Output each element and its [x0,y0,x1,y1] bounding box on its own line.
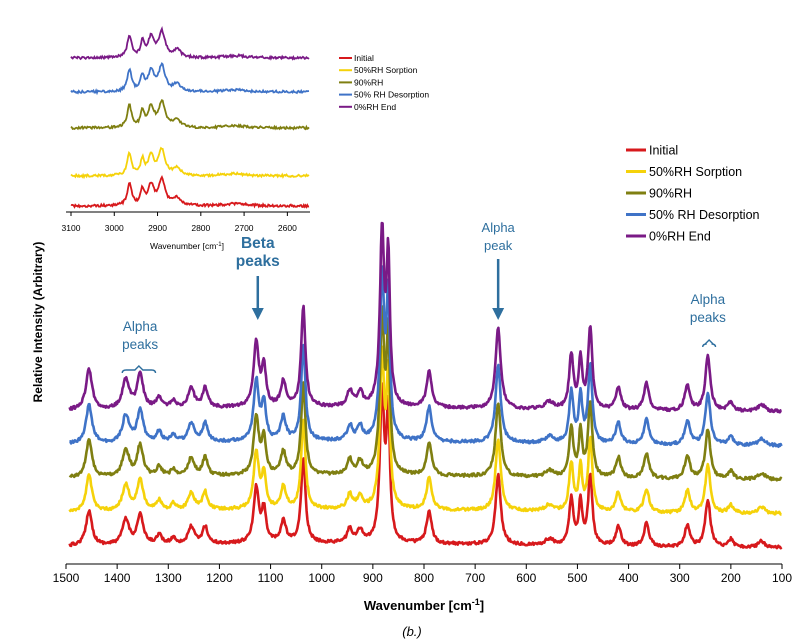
legend-label: Initial [649,144,678,158]
series-line-initial [68,382,783,550]
annotation-arrow-head [492,308,505,320]
main-tick-label: 100 [772,571,792,585]
annotation-label: Alpha [123,319,158,334]
inset-tick-label: 2900 [148,223,167,233]
annotation-arrow-head [251,308,264,320]
annotation-label: peaks [236,253,280,270]
inset-legend: Initial 50%RH Sorption 90%RH 50% RH Desorpt… [339,53,429,112]
main-tick-label: 1300 [155,571,182,585]
series-line-0-rh-end [68,221,782,414]
annotation-label: peaks [690,310,726,325]
inset-series-line-0-rh-end [70,25,310,61]
annotation-label: Beta [241,235,275,252]
annotation-bracket [121,365,157,374]
main-tick-label: 200 [721,571,741,585]
main-tick-label: 600 [516,571,536,585]
inset-series-line-50-rh-desorption [70,61,310,96]
legend-label: 50%RH Sorption [649,165,742,179]
main-tick-label: 800 [414,571,434,585]
inset-series-line-90-rh [70,99,310,131]
main-tick-label: 1400 [104,571,131,585]
annotation-label: Alpha [691,292,726,307]
inset-tick-label: 2600 [278,223,297,233]
inset-legend-label: 90%RH [354,77,383,87]
main-y-axis-label: Relative Intensity (Arbitrary) [31,242,45,403]
main-x-ticks: 1500 1400 1300 1200 1100 1000 900 800 700 600 500 4… [53,564,792,585]
inset-tick-label: 3100 [62,223,81,233]
inset-legend-label: 50% RH Desorption [354,90,429,100]
main-chart: 1500 1400 1300 1200 1100 1000 900 800 700 600 500 4… [31,144,792,614]
legend-label: 90%RH [649,187,692,201]
figure-caption: (b.) [402,624,422,639]
series-line-50-rh-desorption [69,265,783,448]
series-line-50-rh-sorption [68,345,782,516]
inset-x-axis-label: Wavenumber [cm-1] [150,241,224,251]
inset-tick-label: 2800 [191,223,210,233]
inset-series-line-50-rh-sorption [70,146,310,180]
inset-series-line-initial [70,174,310,209]
main-tick-label: 1000 [308,571,335,585]
inset-legend-label: 0%RH End [354,102,396,112]
main-tick-label: 1500 [53,571,80,585]
inset-legend-label: 50%RH Sorption [354,65,418,75]
series-line-90-rh [68,305,783,482]
main-x-axis-label: Wavenumber [cm-1] [364,597,484,613]
main-tick-label: 300 [670,571,690,585]
inset-series-lines [70,25,310,209]
legend-label: 0%RH End [649,230,711,244]
annotation-bracket [702,339,717,348]
main-tick-label: 400 [619,571,639,585]
main-legend: Initial 50%RH Sorption 90%RH 50% RH Desorpt… [626,144,760,244]
inset-x-ticks: 3100 3000 2900 2800 2700 2600 [62,212,297,233]
annotation-label: peaks [122,337,158,352]
inset-tick-label: 2700 [235,223,254,233]
main-tick-label: 700 [465,571,485,585]
inset-chart: 3100 3000 2900 2800 2700 2600 Wavenumber [cm-… [62,25,429,251]
main-tick-label: 1200 [206,571,233,585]
main-tick-label: 500 [567,571,587,585]
legend-label: 50% RH Desorption [649,208,760,222]
main-tick-label: 1100 [258,571,284,585]
annotation-label: peak [484,238,513,253]
inset-tick-label: 3000 [105,223,124,233]
main-tick-label: 900 [363,571,383,585]
annotation-label: Alpha [482,220,516,235]
inset-legend-label: Initial [354,53,374,63]
main-series-lines [68,221,783,550]
